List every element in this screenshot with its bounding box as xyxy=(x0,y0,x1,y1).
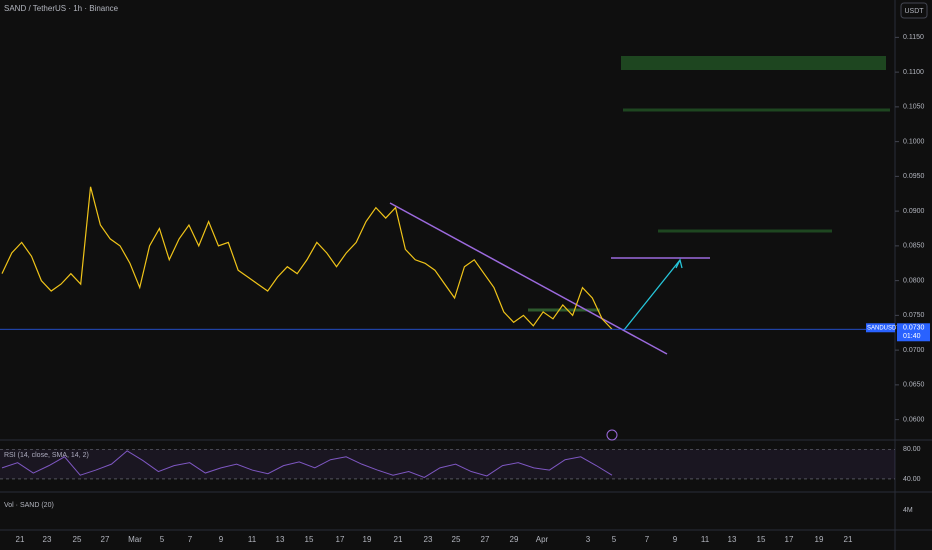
x-tick-label: 19 xyxy=(363,535,372,544)
y-tick-label: 0.0600 xyxy=(903,416,925,423)
x-tick-label: 29 xyxy=(510,535,519,544)
x-tick-label: 25 xyxy=(452,535,461,544)
y-tick-label: 0.0750 xyxy=(903,312,925,319)
countdown: 01:40 xyxy=(903,333,921,340)
x-tick-label: 19 xyxy=(815,535,824,544)
x-tick-label: 17 xyxy=(785,535,794,544)
x-tick-label: 15 xyxy=(305,535,314,544)
x-tick-label: Mar xyxy=(128,535,142,544)
x-tick-label: 3 xyxy=(586,535,591,544)
x-tick-label: 23 xyxy=(424,535,433,544)
price-line xyxy=(1,186,613,330)
trendline xyxy=(389,202,668,355)
x-tick-label: 21 xyxy=(394,535,403,544)
x-tick-label: 15 xyxy=(757,535,766,544)
rsi-tick-label: 80.00 xyxy=(903,446,921,453)
y-tick-label: 0.1150 xyxy=(903,34,924,41)
y-tick-label: 0.1100 xyxy=(903,69,924,76)
rsi-line xyxy=(1,450,613,479)
x-tick-label: 13 xyxy=(728,535,737,544)
x-tick-label: 17 xyxy=(336,535,345,544)
x-tick-label: 9 xyxy=(673,535,678,544)
x-tick-label: 5 xyxy=(160,535,165,544)
x-tick-label: 5 xyxy=(612,535,617,544)
symbol-label: SANDUSDT xyxy=(867,325,900,331)
y-tick-label: 0.0950 xyxy=(903,173,925,180)
x-tick-label: 9 xyxy=(219,535,224,544)
y-tick-label: 0.0700 xyxy=(903,347,925,354)
x-tick-label: 25 xyxy=(73,535,82,544)
currency[interactable]: USDT xyxy=(904,8,924,15)
rsi-tick-label: 40.00 xyxy=(903,476,921,483)
projection-arrow xyxy=(623,258,683,331)
last-price-badge xyxy=(866,323,895,333)
x-tick-label: Apr xyxy=(536,535,549,544)
rsi-title: RSI (14, close, SMA, 14, 2) xyxy=(4,452,89,459)
y-tick-label: 0.0900 xyxy=(903,208,925,215)
volume-title: Vol · SAND (20) xyxy=(4,502,54,509)
y-tick-label: 0.0650 xyxy=(903,382,925,389)
x-tick-label: 21 xyxy=(16,535,25,544)
y-tick-label: 0.0850 xyxy=(903,243,925,250)
x-tick-label: 7 xyxy=(188,535,193,544)
x-tick-label: 7 xyxy=(645,535,650,544)
y-tick-label: 0.1050 xyxy=(903,104,925,111)
target-zone xyxy=(621,56,886,70)
volume-tick: 4M xyxy=(903,507,913,514)
y-tick-label: 0.1000 xyxy=(903,138,925,145)
chart-title: SAND / TetherUS · 1h · Binance xyxy=(4,4,119,13)
rsi-band xyxy=(0,449,895,479)
currency-button[interactable] xyxy=(900,2,928,19)
y-tick-label: 0.0800 xyxy=(903,277,925,284)
x-tick-label: 11 xyxy=(248,535,257,544)
event-icon[interactable] xyxy=(606,429,618,441)
price-label: 0.0730 xyxy=(903,325,925,332)
x-tick-label: 21 xyxy=(844,535,853,544)
x-tick-label: 27 xyxy=(101,535,110,544)
x-tick-label: 13 xyxy=(276,535,285,544)
price-badge xyxy=(897,323,930,342)
x-tick-label: 27 xyxy=(481,535,490,544)
x-tick-label: 23 xyxy=(43,535,52,544)
x-tick-label: 11 xyxy=(701,535,710,544)
